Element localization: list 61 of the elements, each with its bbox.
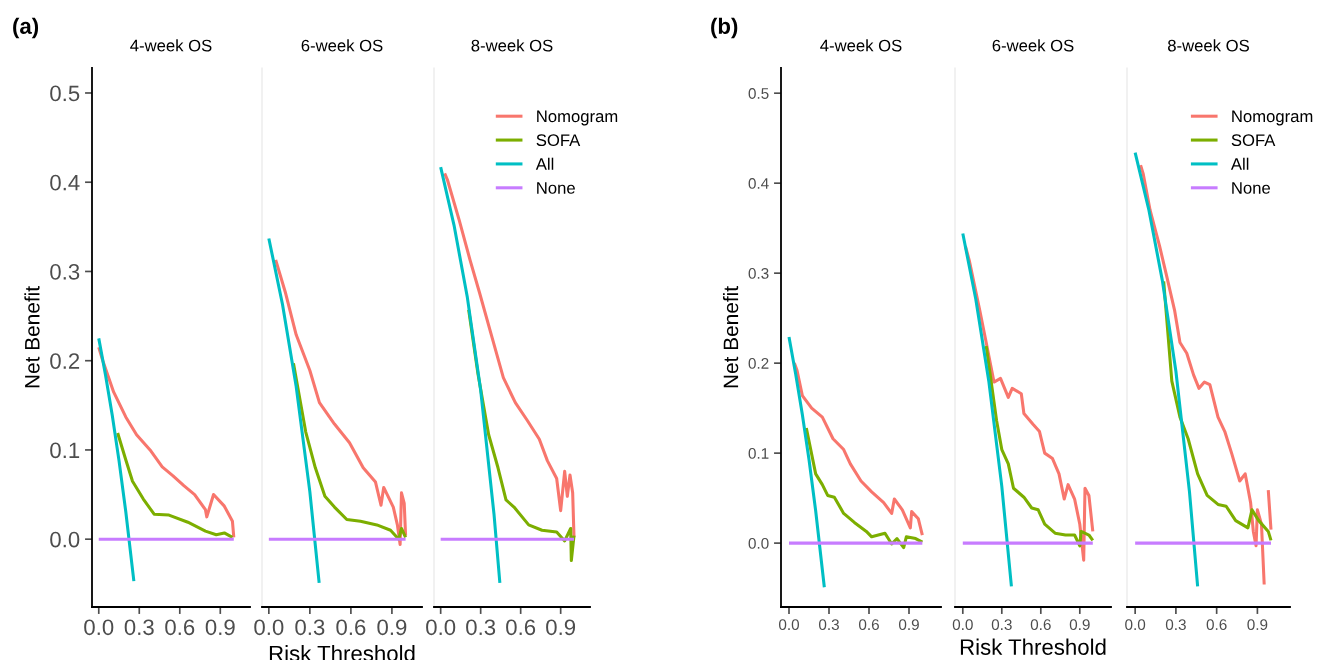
chart-title: 4-week OS xyxy=(130,39,212,52)
x-axis-title: Risk Threshold xyxy=(960,638,1106,655)
x-tick-label: 0.6 xyxy=(1206,619,1227,631)
x-tick-label: 0.3 xyxy=(295,619,325,636)
y-tick-label: 0.5 xyxy=(50,85,80,102)
x-tick-label: 0.6 xyxy=(165,619,195,636)
legend-label: Nomogram xyxy=(1232,110,1313,126)
line-series xyxy=(804,426,924,550)
text: (b) xyxy=(711,17,738,39)
y-tick-label: 0.1 xyxy=(50,442,80,459)
x-tick-label: 0.3 xyxy=(818,619,839,631)
x-tick-label: 0.9 xyxy=(546,619,576,636)
legend-label: Nomogram xyxy=(537,110,618,126)
y-tick-label: 0.3 xyxy=(50,264,80,280)
text: (a) xyxy=(13,17,39,39)
legend-label: All xyxy=(535,157,554,170)
legend-label: SOFA xyxy=(536,134,581,147)
line-series xyxy=(116,431,234,539)
y-axis-title: Net Benefit xyxy=(24,286,40,388)
x-tick-label: 0.9 xyxy=(1069,619,1090,631)
x-tick-label: 0.0 xyxy=(1125,619,1146,631)
y-tick-label: 0.0 xyxy=(748,537,769,549)
x-tick-label: 0.3 xyxy=(466,619,496,636)
x-tick-label: 0.9 xyxy=(205,619,235,636)
y-tick-label: 0.4 xyxy=(748,178,769,189)
legend-label: SOFA xyxy=(1231,134,1276,147)
chart-title: 4-week OS xyxy=(820,39,902,52)
x-tick-label: 0.9 xyxy=(377,619,407,636)
legend-label: None xyxy=(537,182,575,194)
x-tick-label: 0.0 xyxy=(426,619,456,636)
x-tick-label: 0.0 xyxy=(952,619,973,631)
y-tick-label: 0.5 xyxy=(748,88,769,99)
x-tick-label: 0.0 xyxy=(84,619,114,636)
chart-title: 6-week OS xyxy=(992,39,1074,52)
line-series xyxy=(97,336,136,583)
chart-title: 8-week OS xyxy=(1168,39,1249,52)
x-tick-label: 0.3 xyxy=(124,619,154,636)
y-axis-title: Net Benefit xyxy=(722,286,739,388)
x-tick-label: 0.3 xyxy=(991,619,1012,631)
x-tick-label: 0.9 xyxy=(1247,619,1268,631)
x-tick-label: 0.3 xyxy=(1165,619,1186,631)
x-tick-label: 0.6 xyxy=(1030,619,1051,631)
x-tick-label: 0.6 xyxy=(858,619,879,631)
x-tick-label: 0.6 xyxy=(506,619,536,636)
y-tick-label: 0.4 xyxy=(50,174,80,191)
y-tick-label: 0.2 xyxy=(50,353,80,369)
legend-label: All xyxy=(1230,157,1249,170)
chart-title: 8-week OS xyxy=(471,39,553,52)
x-tick-label: 0.9 xyxy=(898,619,919,631)
chart-title: 6-week OS xyxy=(301,39,383,52)
y-tick-label: 0.2 xyxy=(748,358,769,369)
y-tick-label: 0.3 xyxy=(748,268,769,279)
x-tick-label: 0.6 xyxy=(336,619,366,636)
x-tick-label: 0.0 xyxy=(778,619,800,631)
y-tick-label: 0.1 xyxy=(748,448,769,459)
line-series xyxy=(787,335,826,589)
line-series xyxy=(792,361,924,537)
y-tick-label: 0.0 xyxy=(50,531,80,548)
legend-label: None xyxy=(1232,182,1270,194)
x-tick-label: 0.0 xyxy=(254,619,284,636)
line-series xyxy=(97,345,236,539)
